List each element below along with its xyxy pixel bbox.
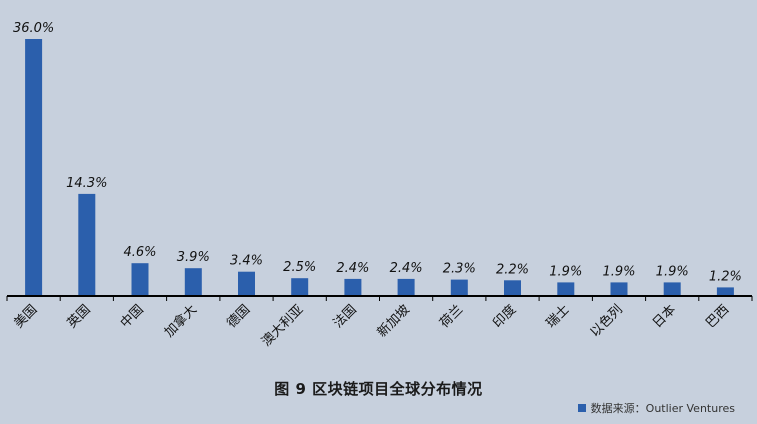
data-label-10: 1.9% (549, 264, 582, 279)
category-label-10: 瑞士 (544, 302, 573, 331)
data-label-0: 36.0% (13, 21, 54, 36)
category-label-2: 中国 (118, 302, 147, 331)
data-label-2: 4.6% (123, 245, 156, 260)
category-label-7: 新加坡 (374, 302, 413, 341)
category-label-6: 法国 (331, 302, 360, 331)
bar-12 (663, 282, 681, 296)
source-note: 数据来源：Outlier Ventures (577, 400, 735, 416)
bar-0 (25, 39, 43, 296)
category-label-12: 日本 (650, 302, 679, 331)
bar-11 (610, 282, 628, 296)
bar-7 (397, 278, 415, 296)
category-label-9: 印度 (490, 302, 520, 332)
source-swatch-icon (577, 404, 586, 412)
data-label-4: 3.4% (230, 254, 263, 269)
category-label-8: 荷兰 (437, 302, 466, 331)
bar-10 (557, 282, 575, 296)
data-label-8: 2.3% (443, 262, 476, 277)
category-label-13: 巴西 (703, 302, 732, 331)
category-label-3: 加拿大 (161, 302, 200, 341)
bar-9 (504, 280, 521, 296)
data-label-5: 2.5% (283, 260, 316, 275)
bar-1 (78, 193, 96, 296)
bar-2 (131, 263, 149, 296)
figure-caption: 图 9 区块链项目全球分布情况 (274, 380, 483, 398)
bar-6 (344, 278, 362, 296)
category-label-4: 德国 (224, 302, 253, 331)
data-label-11: 1.9% (602, 264, 635, 279)
bar-13 (716, 287, 734, 296)
bar-4 (238, 271, 255, 296)
bar-8 (450, 279, 468, 296)
category-label-0: 美国 (11, 302, 40, 331)
data-label-6: 2.4% (336, 261, 369, 276)
data-label-9: 2.2% (496, 262, 529, 277)
data-label-7: 2.4% (390, 261, 423, 276)
data-label-3: 3.9% (177, 250, 210, 265)
source-text: 数据来源：Outlier Ventures (590, 402, 735, 415)
data-label-13: 1.2% (709, 269, 742, 284)
data-label-12: 1.9% (656, 264, 689, 279)
category-label-5: 澳大利亚 (258, 302, 306, 350)
category-label-1: 英国 (65, 302, 94, 331)
data-label-1: 14.3% (66, 176, 107, 191)
bar-5 (291, 278, 309, 296)
category-label-11: 以色列 (587, 302, 626, 341)
bar-3 (184, 268, 202, 296)
